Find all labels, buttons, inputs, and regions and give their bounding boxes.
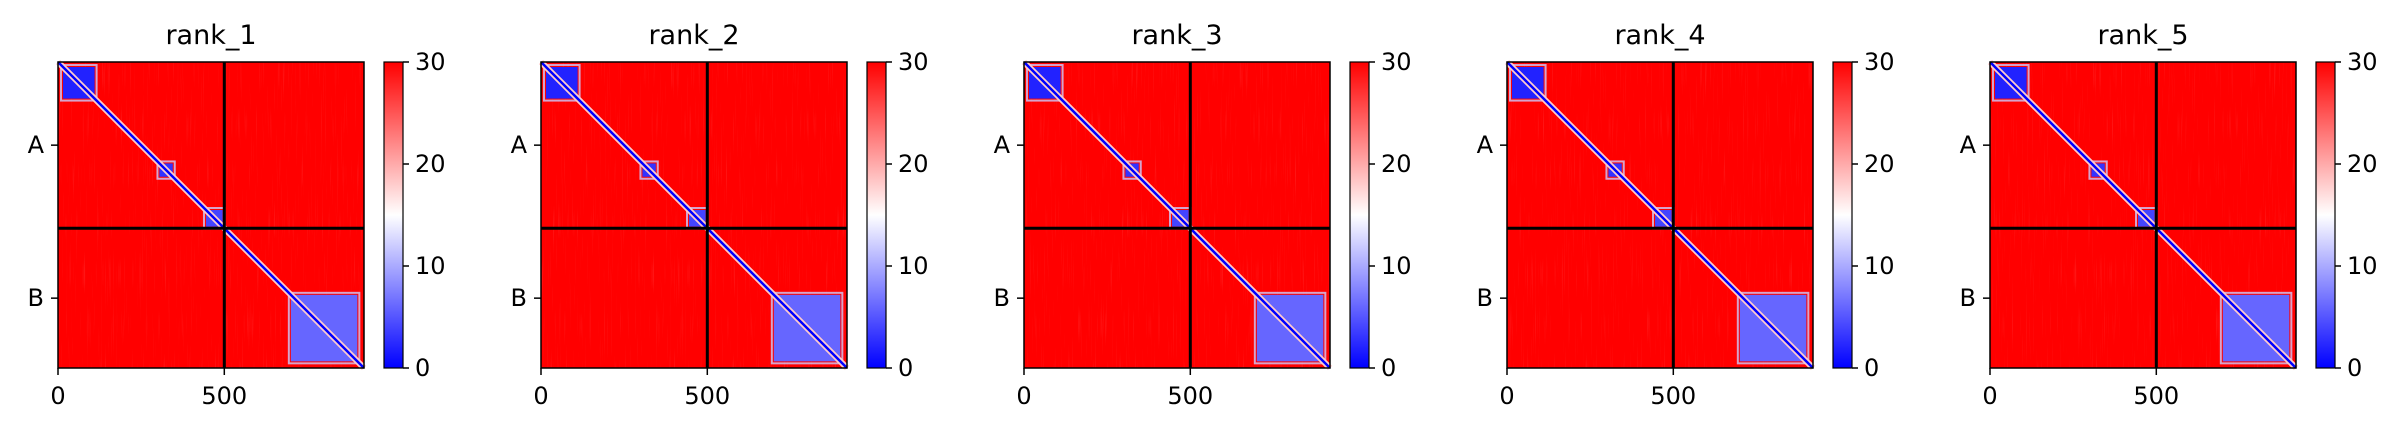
chain-label: A xyxy=(511,131,528,159)
heatmap-frame xyxy=(540,61,848,369)
diagonal-line xyxy=(57,61,365,369)
heatmap-frame xyxy=(57,61,365,369)
heatmap-frame xyxy=(1506,61,1814,369)
x-tick-label: 500 xyxy=(1650,382,1696,410)
panel-5: rank_5 0 500 A B 0 10 20 30 xyxy=(1960,20,2378,410)
domain-block-edge xyxy=(1605,160,1625,180)
domain-block-edge xyxy=(287,291,361,365)
heatmap-frame xyxy=(1023,61,1331,369)
domain-block-edge xyxy=(2088,160,2108,180)
domain-block-edge xyxy=(1991,63,2030,102)
diagonal-line xyxy=(540,61,848,369)
colorbar-tick-label: 10 xyxy=(415,252,446,280)
domain-block-edge xyxy=(1025,63,1064,102)
colorbar-tick-label: 20 xyxy=(898,150,929,178)
colorbar-tick-label: 30 xyxy=(1381,48,1412,76)
colorbar-frame xyxy=(1349,61,1370,369)
panel-title: rank_1 xyxy=(165,20,256,51)
chain-label: B xyxy=(1477,284,1493,312)
chain-label: B xyxy=(994,284,1010,312)
colorbar-tick-label: 0 xyxy=(415,354,430,382)
panel-1: rank_1 0 500 A B 0 10 20 30 xyxy=(28,20,446,410)
heatmap-frame xyxy=(1989,61,2297,369)
domain-block-edge xyxy=(770,291,844,365)
colorbar xyxy=(2316,62,2335,368)
colorbar-tick-label: 0 xyxy=(1864,354,1879,382)
panel-title: rank_4 xyxy=(1614,20,1705,51)
colorbar-frame xyxy=(2315,61,2336,369)
x-tick-label: 0 xyxy=(1982,382,1997,410)
x-tick-label: 500 xyxy=(1167,382,1213,410)
x-tick-label: 0 xyxy=(1499,382,1514,410)
domain-block-edge xyxy=(2219,291,2293,365)
x-tick-label: 500 xyxy=(2133,382,2179,410)
domain-block-edge xyxy=(1122,160,1142,180)
panel-title: rank_2 xyxy=(648,20,739,51)
x-tick-label: 0 xyxy=(1016,382,1031,410)
chain-label: B xyxy=(1960,284,1976,312)
domain-block-edge xyxy=(1508,63,1547,102)
colorbar-tick-label: 20 xyxy=(1864,150,1895,178)
colorbar-tick-label: 30 xyxy=(898,48,929,76)
panel-2: rank_2 0 500 A B 0 10 20 30 xyxy=(511,20,929,410)
panel-4: rank_4 0 500 A B 0 10 20 30 xyxy=(1477,20,1895,410)
colorbar xyxy=(384,62,403,368)
chain-label: A xyxy=(1477,131,1494,159)
diagonal-line xyxy=(1989,61,2297,369)
x-tick-label: 500 xyxy=(684,382,730,410)
domain-block-edge xyxy=(1736,291,1810,365)
x-tick-label: 500 xyxy=(201,382,247,410)
chain-label: A xyxy=(994,131,1011,159)
chain-label: B xyxy=(28,284,44,312)
colorbar-frame xyxy=(866,61,887,369)
colorbar-tick-label: 30 xyxy=(415,48,446,76)
chain-label: A xyxy=(28,131,45,159)
colorbar xyxy=(1350,62,1369,368)
colorbar-tick-label: 10 xyxy=(2347,252,2378,280)
colorbar xyxy=(1833,62,1852,368)
colorbar-tick-label: 20 xyxy=(415,150,446,178)
panel-3: rank_3 0 500 A B 0 10 20 30 xyxy=(994,20,1412,410)
colorbar-tick-label: 10 xyxy=(1864,252,1895,280)
colorbar-tick-label: 10 xyxy=(1381,252,1412,280)
chain-label: A xyxy=(1960,131,1977,159)
domain-block-edge xyxy=(59,63,98,102)
colorbar xyxy=(867,62,886,368)
colorbar-tick-label: 0 xyxy=(898,354,913,382)
colorbar-tick-label: 10 xyxy=(898,252,929,280)
colorbar-frame xyxy=(1832,61,1853,369)
domain-block-edge xyxy=(156,160,176,180)
colorbar-tick-label: 0 xyxy=(1381,354,1396,382)
x-tick-label: 0 xyxy=(50,382,65,410)
x-tick-label: 0 xyxy=(533,382,548,410)
domain-block-edge xyxy=(639,160,659,180)
colorbar-tick-label: 0 xyxy=(2347,354,2362,382)
diagonal-line xyxy=(1506,61,1814,369)
chain-label: B xyxy=(511,284,527,312)
colorbar-frame xyxy=(383,61,404,369)
domain-block-edge xyxy=(1253,291,1327,365)
panel-title: rank_3 xyxy=(1131,20,1222,51)
domain-block-edge xyxy=(542,63,581,102)
panel-title: rank_5 xyxy=(2097,20,2188,51)
diagonal-line xyxy=(1023,61,1331,369)
colorbar-tick-label: 20 xyxy=(2347,150,2378,178)
colorbar-tick-label: 30 xyxy=(1864,48,1895,76)
colorbar-tick-label: 20 xyxy=(1381,150,1412,178)
colorbar-tick-label: 30 xyxy=(2347,48,2378,76)
